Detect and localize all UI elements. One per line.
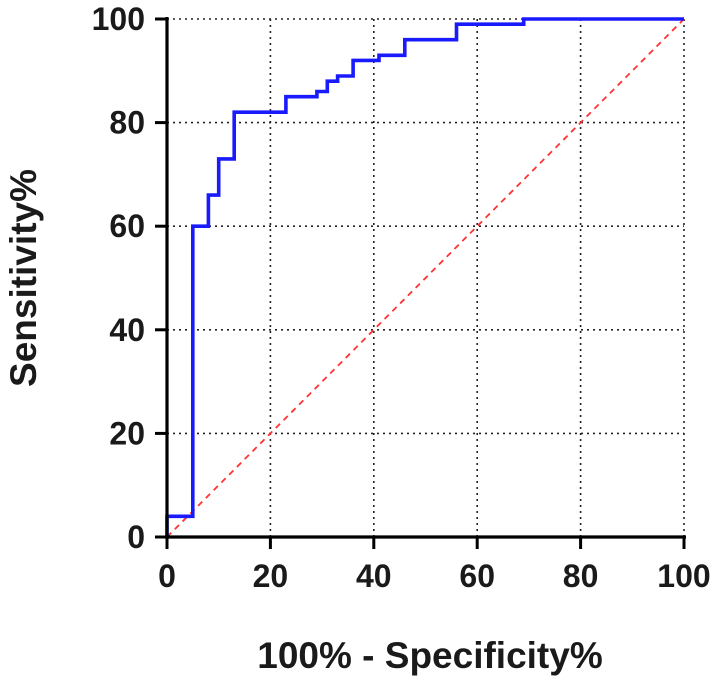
y-tick-label: 40 [109, 312, 145, 348]
x-tick-label: 60 [459, 558, 495, 594]
reference-diagonal-line [166, 18, 685, 538]
axes [165, 17, 686, 539]
x-axis-label: 100% - Specificity% [257, 635, 602, 676]
y-tick-label: 80 [109, 105, 145, 141]
grid-lines [167, 18, 685, 537]
x-axis-ticks: 0 20 40 60 80 100 [158, 537, 711, 594]
y-axis-label: Sensitivity% [3, 169, 44, 387]
y-axis-ticks: 0 20 40 60 80 100 [92, 1, 167, 555]
x-tick-label: 40 [356, 558, 392, 594]
y-tick-label: 0 [127, 519, 145, 555]
y-tick-label: 60 [109, 208, 145, 244]
x-tick-label: 0 [158, 558, 176, 594]
x-tick-label: 20 [253, 558, 289, 594]
roc-curve-line [165, 17, 684, 537]
reference-line-layer [166, 18, 685, 538]
x-tick-label: 100 [657, 558, 710, 594]
y-tick-label: 20 [109, 415, 145, 451]
roc-curve-layer [165, 17, 684, 537]
x-tick-label: 80 [563, 558, 599, 594]
y-tick-label: 100 [92, 1, 145, 37]
